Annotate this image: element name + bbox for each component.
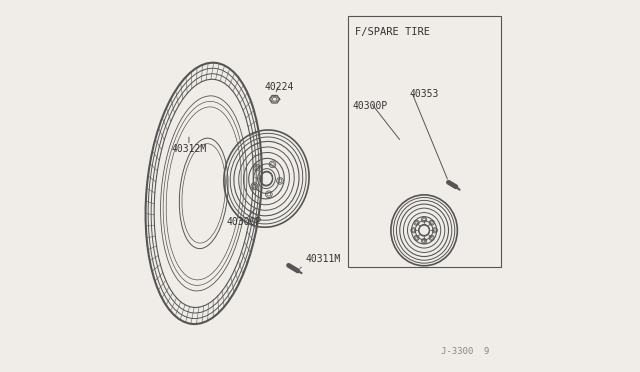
Text: 40353: 40353 bbox=[410, 89, 439, 99]
Text: J-3300  9: J-3300 9 bbox=[442, 347, 490, 356]
Text: 40311M: 40311M bbox=[305, 254, 340, 263]
Text: 40312M: 40312M bbox=[172, 144, 207, 154]
Text: 40300P: 40300P bbox=[352, 101, 387, 111]
Bar bbox=[348, 16, 501, 267]
Text: 40300P: 40300P bbox=[227, 217, 262, 227]
Text: 40224: 40224 bbox=[265, 82, 294, 92]
Text: F/SPARE TIRE: F/SPARE TIRE bbox=[355, 27, 430, 37]
